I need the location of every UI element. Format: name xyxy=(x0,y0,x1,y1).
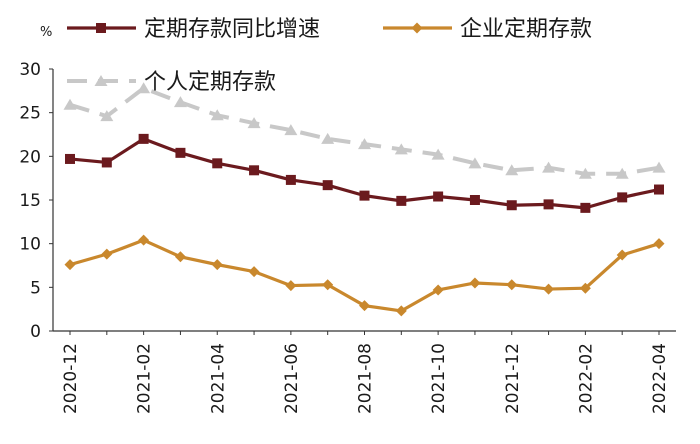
data-point xyxy=(616,249,628,261)
data-point xyxy=(358,138,371,150)
data-point xyxy=(652,161,666,173)
legend-marker xyxy=(96,23,106,33)
data-point xyxy=(175,147,186,158)
data-point xyxy=(138,133,149,144)
axes: 0 5 10 15 20 25 30 2020-12 2021-02 2021-04 2021-06… xyxy=(19,60,676,414)
data-point xyxy=(138,234,150,246)
y-tick-label: 10 xyxy=(19,235,41,255)
data-point xyxy=(506,200,517,211)
y-tick-label: 15 xyxy=(19,191,41,211)
x-tick-label: 2020-12 xyxy=(61,343,81,414)
data-point xyxy=(359,300,370,312)
data-point xyxy=(468,157,482,169)
legend-marker xyxy=(94,75,108,86)
legend-label: 定期存款同比增速 xyxy=(144,17,320,42)
data-point xyxy=(322,279,334,291)
data-point xyxy=(321,132,335,144)
data-point xyxy=(578,167,592,179)
series-line xyxy=(69,86,660,176)
series-1 xyxy=(65,133,664,213)
legend-label: 企业定期存款 xyxy=(460,17,592,42)
series-3 xyxy=(63,82,666,179)
data-point xyxy=(394,143,408,155)
data-point xyxy=(579,282,591,294)
data-point xyxy=(506,279,518,291)
data-point xyxy=(212,158,223,169)
data-point xyxy=(615,167,629,179)
data-point xyxy=(469,195,480,205)
data-point xyxy=(174,251,186,263)
x-tick-label: 2021-06 xyxy=(282,343,302,414)
data-point xyxy=(64,259,76,271)
legend-marker xyxy=(411,22,423,34)
data-point xyxy=(580,202,591,213)
data-point xyxy=(285,174,296,185)
data-point xyxy=(432,284,444,296)
data-point xyxy=(395,305,407,317)
legend-label: 个人定期存款 xyxy=(144,70,276,95)
data-point xyxy=(359,190,370,201)
data-point xyxy=(505,164,519,176)
y-tick-label: 5 xyxy=(30,278,41,298)
data-point xyxy=(63,98,77,110)
data-point xyxy=(249,165,260,176)
x-tick-label: 2021-10 xyxy=(429,343,449,414)
data-point xyxy=(431,148,445,160)
y-tick-label: 20 xyxy=(19,147,41,167)
x-tick-label: 2022-02 xyxy=(576,343,596,414)
y-tick-label: 25 xyxy=(19,104,41,124)
legend-item-1: 定期存款同比增速 xyxy=(67,17,320,42)
data-point xyxy=(284,124,298,136)
data-point xyxy=(542,161,556,173)
x-tick-label: 2021-04 xyxy=(208,343,228,414)
data-point xyxy=(285,280,297,292)
series-2 xyxy=(64,234,665,317)
data-point xyxy=(247,117,261,129)
data-point xyxy=(248,266,260,278)
data-point xyxy=(211,259,223,271)
data-point xyxy=(617,192,628,203)
data-point xyxy=(396,195,407,206)
data-point xyxy=(101,248,113,260)
data-point xyxy=(137,82,151,94)
x-tick-label: 2022-04 xyxy=(650,343,670,414)
data-point xyxy=(543,199,554,210)
data-point xyxy=(101,157,112,168)
data-point xyxy=(65,153,75,164)
x-tick-label: 2021-12 xyxy=(503,343,523,414)
data-point xyxy=(654,184,664,195)
data-point xyxy=(322,180,333,191)
data-point xyxy=(433,191,444,202)
data-point xyxy=(469,277,481,289)
series-layer xyxy=(63,82,666,317)
data-point xyxy=(543,283,555,295)
data-point xyxy=(100,110,114,122)
legend-item-3: 个人定期存款 xyxy=(67,70,276,95)
y-tick-label: 30 xyxy=(19,60,41,80)
y-tick-label: 0 xyxy=(30,322,41,342)
data-point xyxy=(653,238,665,250)
legend-item-2: 企业定期存款 xyxy=(383,17,592,42)
y-axis-unit: % xyxy=(40,25,52,40)
x-tick-label: 2021-02 xyxy=(135,343,155,414)
x-tick-label: 2021-08 xyxy=(356,343,376,414)
data-point xyxy=(173,96,187,108)
data-point xyxy=(210,109,224,121)
